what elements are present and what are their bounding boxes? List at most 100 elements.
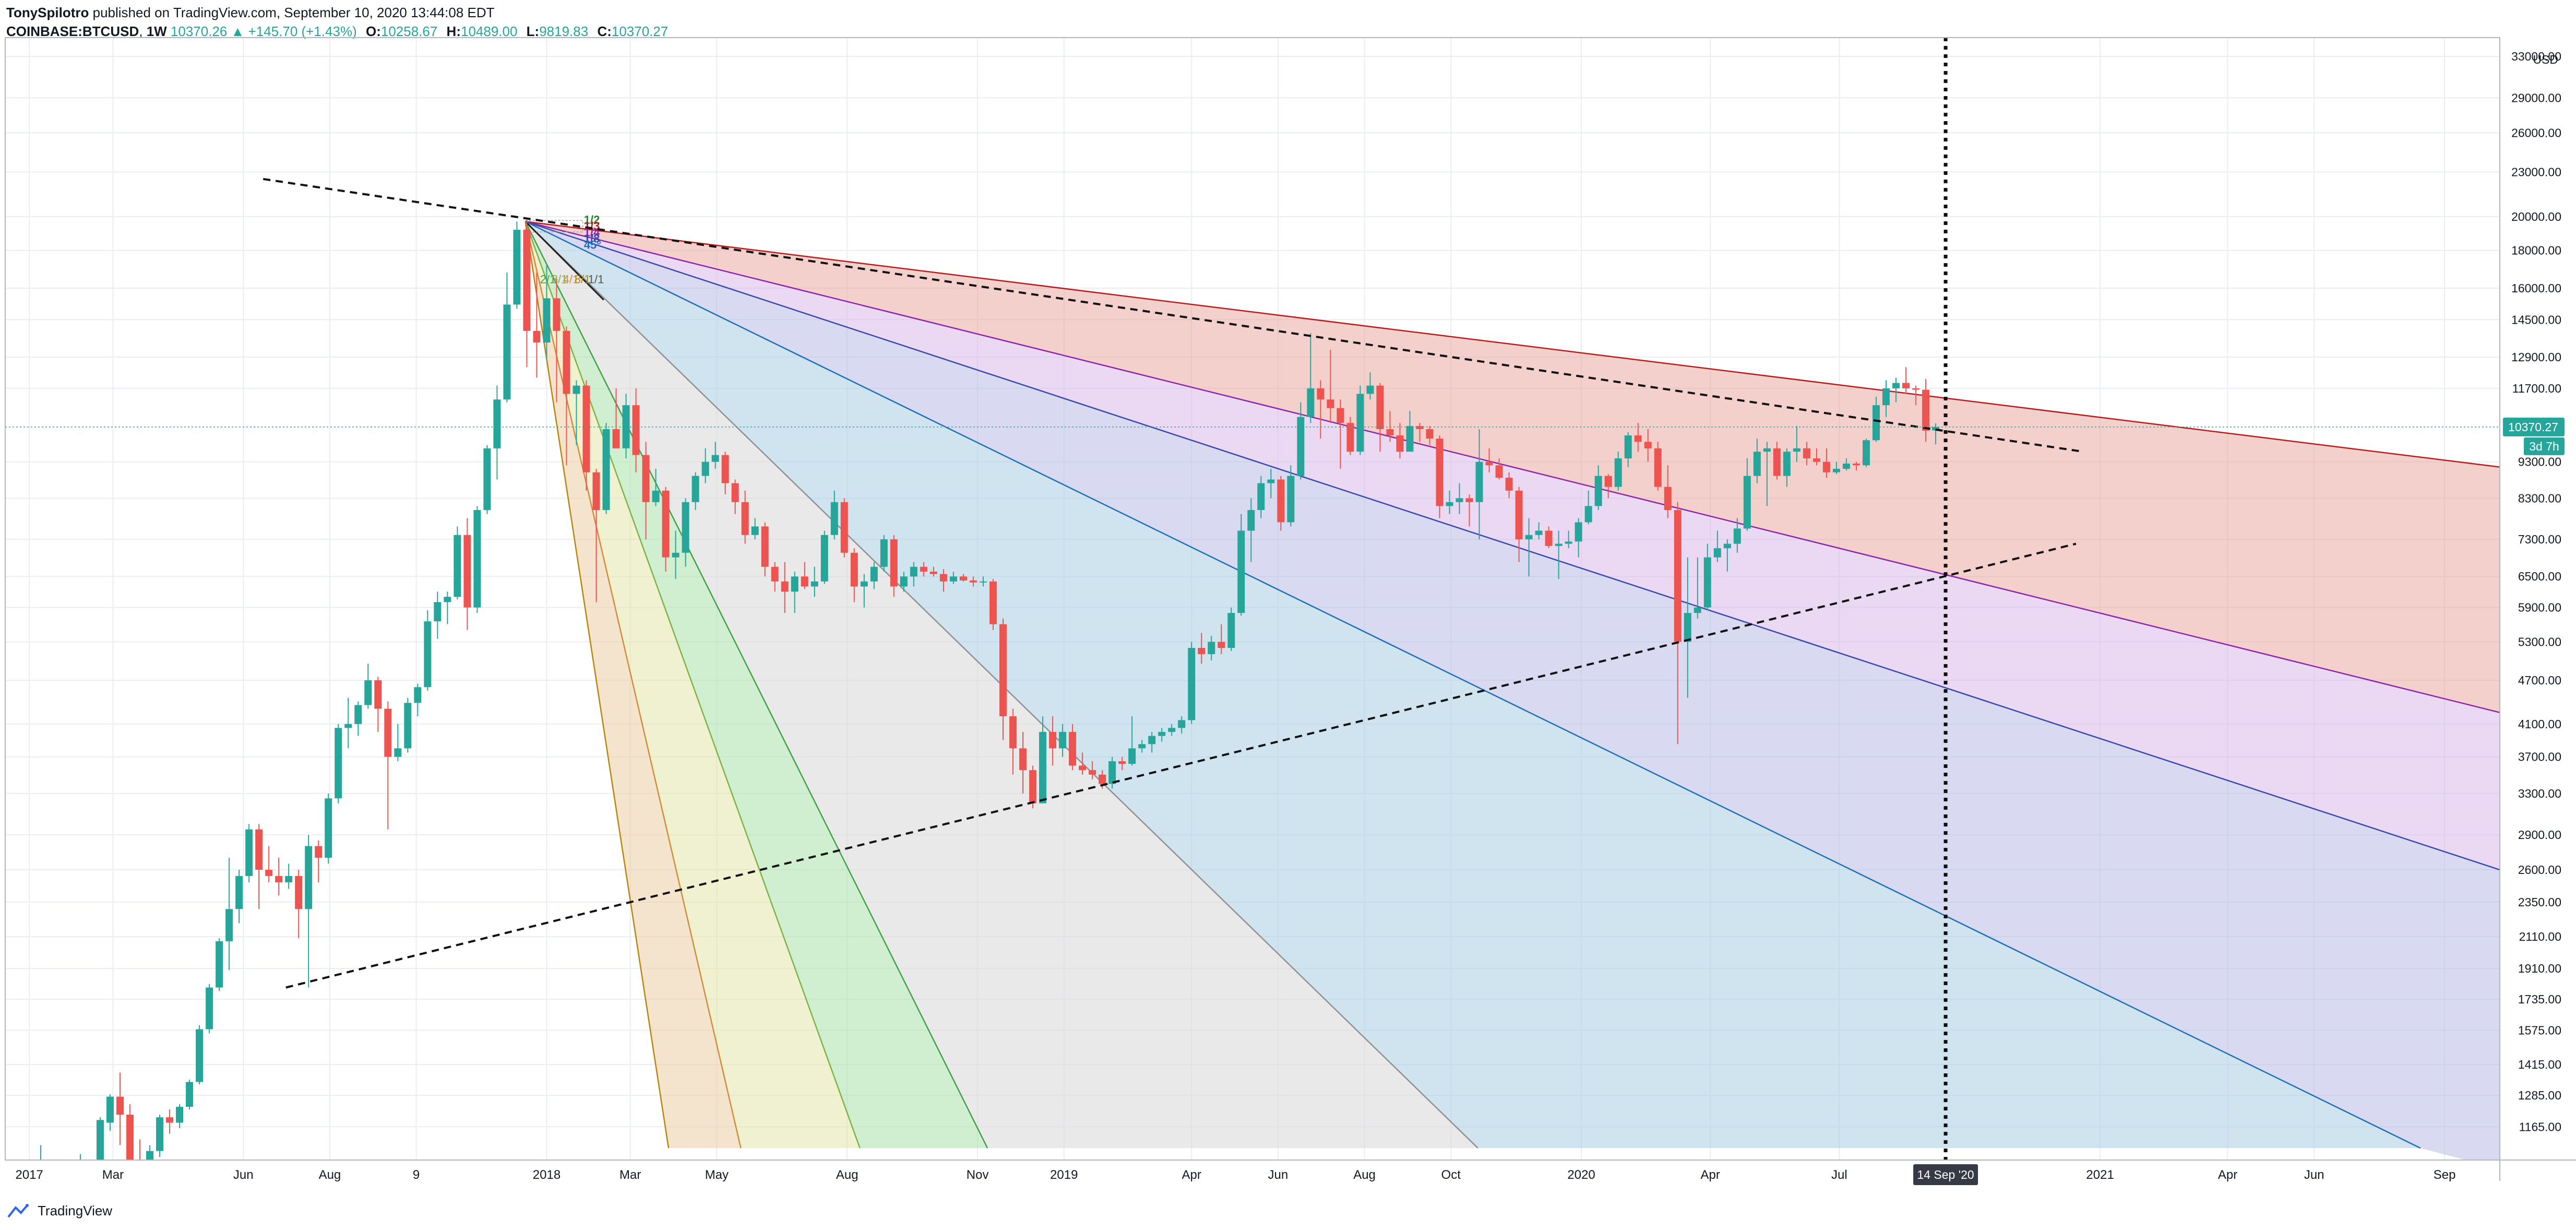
candle-body (1723, 543, 1731, 549)
candle-body (196, 1029, 204, 1082)
candle-body (1178, 720, 1186, 728)
gann-fan-lines[interactable] (524, 220, 2500, 1149)
chart-overlays (5, 38, 2500, 1160)
price-axis-unit-label: USD (2533, 53, 2558, 66)
gann-fan-line[interactable] (524, 221, 670, 1149)
gann-fan-line[interactable] (524, 221, 742, 1149)
candle-body (1565, 541, 1572, 544)
trendlines[interactable] (263, 178, 2083, 989)
candle-body (1545, 530, 1553, 546)
price-change: +145.70 (+1.43%) (248, 23, 357, 39)
candle-body (176, 1107, 184, 1123)
up-arrow-icon: ▲ (231, 23, 245, 39)
candle-body (265, 870, 273, 876)
candle-body (1277, 479, 1285, 523)
price-axis-tick-label: 6500.00 (2518, 570, 2561, 583)
candle-body (1604, 476, 1612, 487)
publisher-name[interactable]: TonySpilotro (6, 5, 89, 20)
candle-body (1346, 423, 1354, 452)
candle-body (1009, 716, 1017, 749)
candle-body (1684, 613, 1691, 642)
candle-body (1594, 476, 1602, 506)
candle-body (781, 581, 789, 592)
candle-body (255, 829, 263, 870)
candle-body (830, 502, 838, 535)
publisher-line: TonySpilotro published on TradingView.co… (6, 3, 668, 22)
high-value: 10489.00 (460, 23, 518, 39)
candle-body (1069, 731, 1077, 766)
candle-body (1793, 448, 1800, 452)
last-price: 10370.26 (170, 23, 228, 39)
candle-body (701, 462, 709, 476)
candle-body (216, 941, 223, 988)
chart-header: TonySpilotro published on TradingView.co… (6, 3, 668, 41)
candle-body (1396, 435, 1404, 452)
bar-countdown-box (2524, 437, 2565, 455)
candle-body (662, 490, 670, 558)
candle-body (1019, 748, 1027, 771)
candle-body (691, 476, 699, 502)
price-axis-tick-label: 8300.00 (2518, 491, 2561, 505)
candle-body (1029, 770, 1037, 803)
time-axis-tick-label: 9 (413, 1168, 420, 1182)
open-label: O: (365, 23, 381, 39)
candle-body (1862, 440, 1870, 466)
candle-body (573, 385, 580, 394)
candle-body (156, 1117, 164, 1151)
candle-body (315, 846, 323, 858)
candle-body (1237, 530, 1245, 613)
open-value: 10258.67 (380, 23, 438, 39)
candle-body (1703, 557, 1711, 608)
footer-brand: TradingView (7, 1203, 112, 1219)
candle-body (820, 535, 828, 582)
time-axis-tick-label: 2018 (533, 1168, 560, 1182)
symbol-label[interactable]: COINBASE:BTCUSD (6, 23, 139, 39)
candle-body (136, 1160, 144, 1189)
candle-body (533, 330, 541, 343)
price-axis-tick-label: 29000.00 (2511, 91, 2561, 104)
tradingview-logo-icon[interactable] (7, 1203, 32, 1219)
candle-body (1128, 748, 1136, 764)
gann-fan-line[interactable] (525, 221, 2500, 871)
gann-fan-line[interactable] (525, 221, 2500, 713)
price-axis-tick-label: 1910.00 (2518, 962, 2561, 975)
price-axis-tick-label: 1415.00 (2518, 1058, 2561, 1071)
candle-body (979, 581, 987, 583)
candle-body (1644, 442, 1652, 448)
candle-body (1733, 528, 1741, 544)
gann-fan-labels: 1/21/31/41/845°2/13/14/18/11/1 (540, 213, 604, 286)
interval-label[interactable]: 1W (146, 23, 167, 39)
price-axis-tick-label: 3300.00 (2518, 787, 2561, 800)
candle-body (860, 581, 868, 587)
gann-fan-label: 2/1 (540, 273, 556, 286)
candle-body (1842, 463, 1850, 469)
candle-body (1812, 458, 1820, 462)
time-axis-tick-label: Nov (967, 1168, 989, 1182)
candle-body (602, 429, 610, 510)
time-axis-tick-label: Sep (2434, 1168, 2456, 1182)
chart-axes[interactable]: 33000.00 29000.00 26000.00 23000.00 20000.00… (5, 37, 2576, 1185)
candle-body (1317, 388, 1325, 400)
gann-fan-fills (525, 221, 2500, 1160)
candle-body (1307, 388, 1315, 417)
dashed-trendline[interactable] (285, 542, 2077, 989)
price-axis-tick-label: 5300.00 (2518, 635, 2561, 648)
gann-fan-line[interactable] (525, 221, 2421, 1149)
candle-body (1525, 535, 1533, 540)
price-axis-tick-label: 1575.00 (2518, 1023, 2561, 1037)
candle-body (1902, 383, 1910, 388)
tradingview-brand-text[interactable]: TradingView (38, 1203, 113, 1219)
candle-body (682, 502, 689, 553)
candle-body (711, 455, 719, 462)
gann-fan-line[interactable] (524, 221, 861, 1149)
candle-body (1198, 648, 1206, 654)
candle-body (721, 455, 729, 483)
candle-body (1485, 462, 1493, 466)
gann-fan-line[interactable] (525, 221, 2500, 468)
gann-fan-line[interactable] (524, 221, 988, 1149)
gann-fan-label: 1/1 (588, 273, 604, 286)
price-axis-tick-label: 23000.00 (2511, 165, 2561, 179)
candle-body (335, 728, 342, 799)
dashed-trendline[interactable] (263, 178, 2083, 453)
